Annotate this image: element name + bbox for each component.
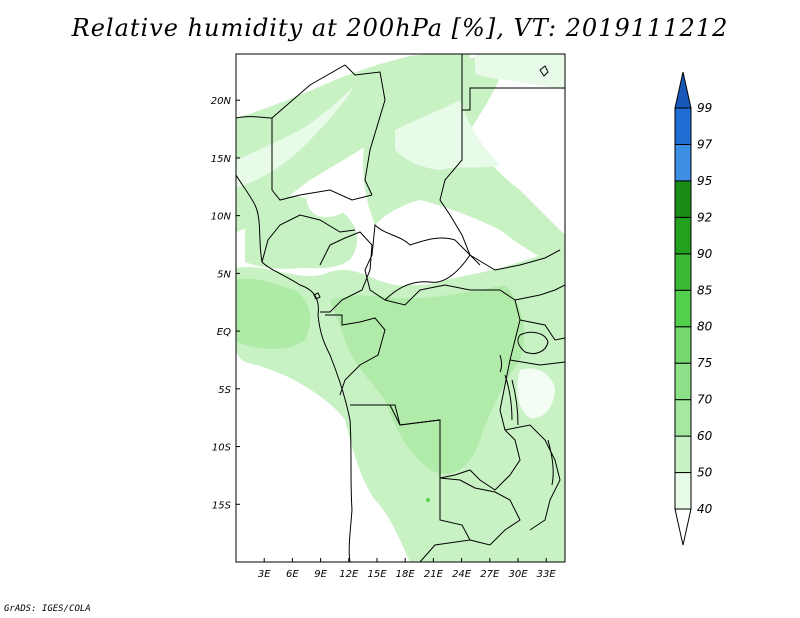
colorbar-bin (674, 362, 692, 401)
lon-tick-label: 6E (286, 569, 299, 580)
border-gabon-congo (325, 314, 386, 396)
moist-patch-northeast (475, 54, 565, 90)
lake-tanganyika (504, 374, 519, 426)
chart-title: Relative humidity at 200hPa [%], VT: 201… (71, 14, 729, 42)
colorbar-bin (674, 399, 692, 437)
island-northeast (539, 65, 549, 77)
border-sudan-south (469, 249, 561, 271)
border-zambia (439, 477, 521, 546)
colorbar-bin (674, 216, 692, 255)
colorbar-bin (674, 180, 692, 218)
dry-spot-east (517, 368, 555, 419)
colorbar-bin (674, 326, 692, 364)
colorbar: 99 97 95 92 90 85 80 75 70 60 50 40 (674, 71, 713, 546)
border-eastafrica (504, 284, 565, 531)
lon-tick-label: 15E (367, 569, 387, 580)
lat-tick-label: 10S (212, 443, 232, 454)
lon-tick-label: 18E (396, 569, 416, 580)
lake-victoria (517, 331, 549, 355)
border-car (364, 223, 471, 301)
lat-tick-label: 5S (218, 385, 231, 396)
lat-tick-label: 20N (211, 96, 232, 107)
moist-dot (426, 498, 430, 502)
lon-tick-label: 30E (508, 569, 528, 580)
colorbar-label: 50 (697, 466, 713, 480)
lon-tick-label: 9E (314, 569, 327, 580)
lon-tick-label: 3E (258, 569, 271, 580)
lon-tick-label: 33E (537, 569, 557, 580)
humidity-field (236, 54, 565, 562)
colorbar-label: 99 (697, 101, 712, 115)
moist-region-west (236, 278, 311, 349)
latitude-axis: 20N 15N 10N 5N EQ 5S 10S 15S (211, 96, 240, 511)
colorbar-label: 60 (697, 429, 713, 443)
colorbar-label: 40 (697, 502, 713, 516)
border-chad-sudan (439, 110, 481, 266)
footer-credit: GrADS: IGES/COLA (4, 604, 91, 614)
colorbar-bin (674, 435, 692, 474)
moist-band-northeast-inner (395, 100, 500, 170)
lon-tick-label: 24E (452, 569, 472, 580)
colorbar-bin (674, 107, 692, 145)
colorbar-label: 90 (697, 247, 713, 261)
lat-tick-label: 5N (217, 269, 231, 280)
country-borders (236, 54, 565, 562)
lat-tick-label: 15S (212, 500, 232, 511)
border-nigeria (261, 214, 356, 263)
longitude-axis: 3E 6E 9E 12E 15E 18E 21E 24E 27E 30E 33E (258, 558, 557, 580)
colorbar-label: 92 (697, 210, 712, 224)
lat-tick-label: 10N (211, 212, 232, 223)
colorbar-bin (674, 143, 692, 182)
colorbar-label: 85 (697, 283, 712, 297)
border-libya (461, 54, 565, 111)
island-bioko (313, 292, 321, 300)
border-mali-niger (271, 118, 373, 201)
colorbar-label: 70 (697, 393, 713, 407)
colorbar-label: 97 (697, 137, 713, 151)
moist-band-northwest-inner (236, 85, 355, 188)
colorbar-bin (674, 289, 692, 328)
colorbar-label: 80 (697, 320, 713, 334)
lon-tick-label: 21E (424, 569, 444, 580)
lon-tick-label: 27E (480, 569, 500, 580)
dry-spot-southwest (236, 360, 350, 562)
dry-spot-north (306, 185, 352, 218)
moist-region-central-inner (330, 285, 525, 474)
colorbar-label: 75 (697, 356, 712, 370)
lat-tick-label: EQ (217, 327, 231, 338)
lake-malawi (547, 439, 554, 486)
dry-spot-central (378, 231, 464, 285)
border-angola (350, 404, 471, 562)
colorbar-bin (674, 253, 692, 291)
border-sahara (236, 64, 386, 196)
lat-tick-label: 15N (211, 154, 232, 165)
map-frame (235, 53, 566, 563)
coastline-west (236, 174, 353, 562)
colorbar-bin (674, 472, 692, 510)
colorbar-label: 95 (697, 174, 712, 188)
colorbar-bin (674, 508, 692, 546)
colorbar-bin (674, 71, 692, 109)
lon-tick-label: 12E (339, 569, 359, 580)
border-cameroon (319, 231, 373, 313)
lake-kivu (499, 354, 502, 373)
